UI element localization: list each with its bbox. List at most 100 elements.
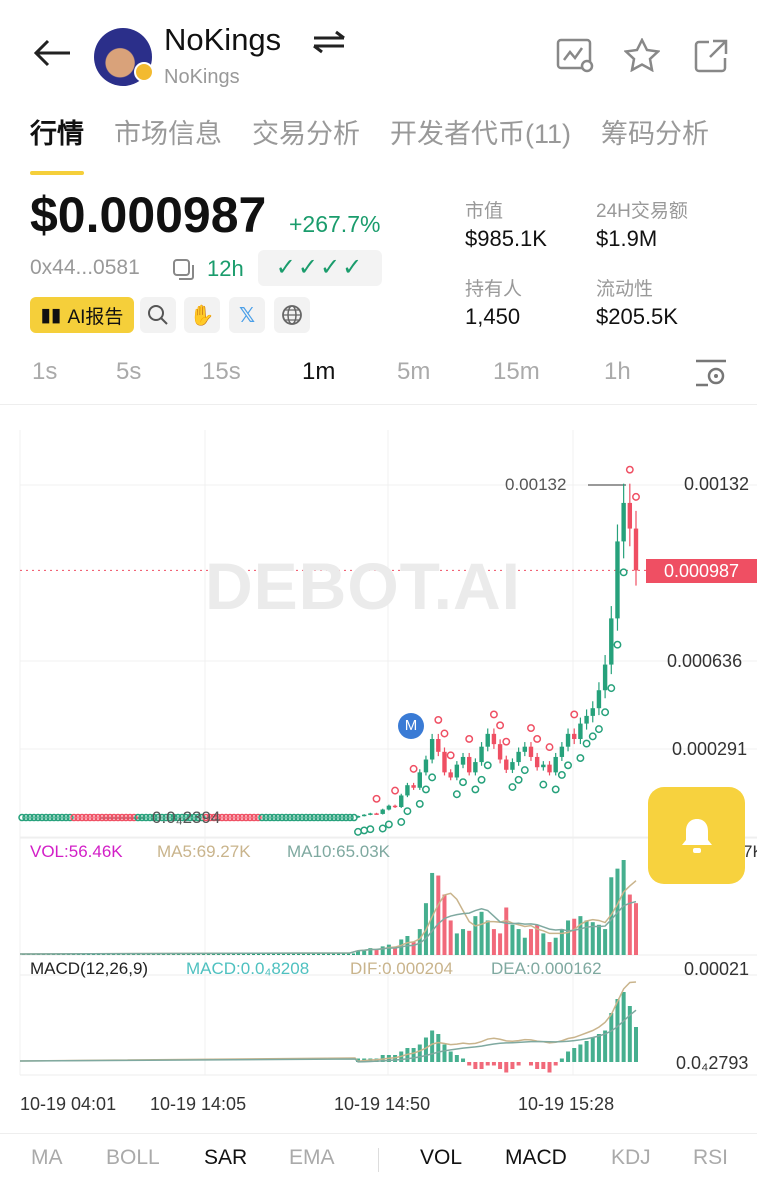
macd-histogram-bar [485,1062,490,1066]
timeframe-15s[interactable]: 15s [202,358,241,385]
candle-body [565,733,571,747]
indicator-kdj[interactable]: KDJ [611,1146,651,1169]
sar-dot [564,761,572,770]
candle-body [578,723,583,739]
volume-bar [621,860,626,955]
sar-dot [514,775,523,784]
timeframe-15m[interactable]: 15m [493,358,540,385]
sar-dot [250,813,258,822]
divider [0,1133,757,1134]
token-age: 12h [207,256,244,281]
chart-watch-icon[interactable] [556,38,596,74]
volume-bar [272,953,275,955]
candle-body [436,738,441,752]
share-icon[interactable] [693,38,729,74]
ai-report-button[interactable]: ▮▮ AI报告 [30,297,134,333]
sar-dot [397,818,406,826]
volume-bar [242,953,245,955]
volume-bar [454,933,459,955]
sar-dot [66,813,74,822]
copy-icon[interactable] [172,258,196,282]
indicator-ma[interactable]: MA [31,1146,63,1169]
x-tick: 10-19 04:01 [20,1094,117,1114]
sar-dot [334,813,342,822]
indicator-rsi[interactable]: RSI [693,1146,729,1169]
token-symbol: NoKings [164,66,240,88]
candle-body [429,738,435,760]
volume-bar [277,953,280,955]
timeframe-1m[interactable]: 1m [302,358,336,385]
sar-dot [214,813,222,822]
candle-body [368,813,373,815]
sar-dot [218,813,226,822]
sar-dot [94,813,102,822]
macd-histogram-bar [584,1041,589,1062]
macd-histogram-bar [442,1044,447,1062]
sar-dot [146,813,154,822]
indicator-ema[interactable]: EMA [289,1146,335,1169]
back-arrow-icon[interactable] [32,38,72,68]
sar-dot [539,780,548,789]
volume-bar [417,929,422,955]
vol-ma10-legend: MA10:65.03K [287,842,391,861]
volume-bar [535,924,540,955]
website-button[interactable] [274,297,310,333]
tab-market-info[interactable]: 市场信息 [114,119,222,149]
x-button[interactable]: 𝕏 [229,297,265,333]
volume-bar [393,947,398,955]
timeframe-1s[interactable]: 1s [32,358,58,385]
volume-bar [192,953,195,955]
indicator-vol[interactable]: VOL [420,1146,463,1169]
candle-body [621,502,626,542]
candle-body [473,762,478,773]
dif-line [19,981,637,1063]
volume-bar [541,933,546,955]
trade-marker[interactable]: M [398,713,424,739]
sar-dot [106,813,114,822]
candle-body [374,813,379,815]
indicator-sar[interactable]: SAR [204,1146,248,1169]
hand-button[interactable]: ✋ [184,297,220,333]
sar-dot [391,786,400,795]
macd-histogram-bar [411,1048,416,1062]
stat-label: 24H交易额 [596,201,688,222]
high-label: 0.00132 [505,475,567,494]
volume-bar [368,948,373,955]
tab-chip-analysis[interactable]: 筹码分析 [601,119,710,149]
timeframe-1h[interactable]: 1h [604,358,631,385]
macd-tick: 0.0₄2793 [676,1053,749,1073]
swap-icon[interactable] [312,30,346,54]
divider [378,1148,379,1172]
star-icon[interactable] [624,38,660,72]
sar-dot [50,813,58,822]
sar-dot [415,799,424,808]
search-button[interactable] [140,297,176,333]
macd-histogram-bar [516,1062,521,1066]
sar-dot [130,813,138,822]
sar-dot [54,813,62,822]
timeframe-5s[interactable]: 5s [116,358,142,385]
macd-histogram-bar [479,1062,484,1069]
candle-body [491,733,497,745]
dea-line [19,1009,637,1063]
macd-histogram-bar [473,1062,478,1069]
candle-body [572,733,577,739]
chart-settings-icon[interactable] [694,358,728,388]
timeframe-5m[interactable]: 5m [397,358,431,385]
candle-body [386,805,392,810]
tab-market[interactable]: 行情 [30,112,84,175]
sar-dot [42,813,50,822]
macd-histogram-bar [553,1062,558,1066]
indicator-macd[interactable]: MACD [505,1146,567,1169]
price-alert-button[interactable] [648,787,745,884]
sar-dot [428,773,437,782]
sar-dot [178,813,186,822]
tab-trade-analysis[interactable]: 交易分析 [252,119,360,149]
sar-dot [46,813,54,822]
indicator-boll[interactable]: BOLL [106,1146,160,1169]
tab-dev-tokens[interactable]: 开发者代币(11) [390,119,572,149]
watermark: DEBOT.AI [205,549,522,623]
price-chart[interactable] [0,405,757,1135]
macd-histogram-bar [572,1048,577,1062]
candle-body [448,772,453,778]
